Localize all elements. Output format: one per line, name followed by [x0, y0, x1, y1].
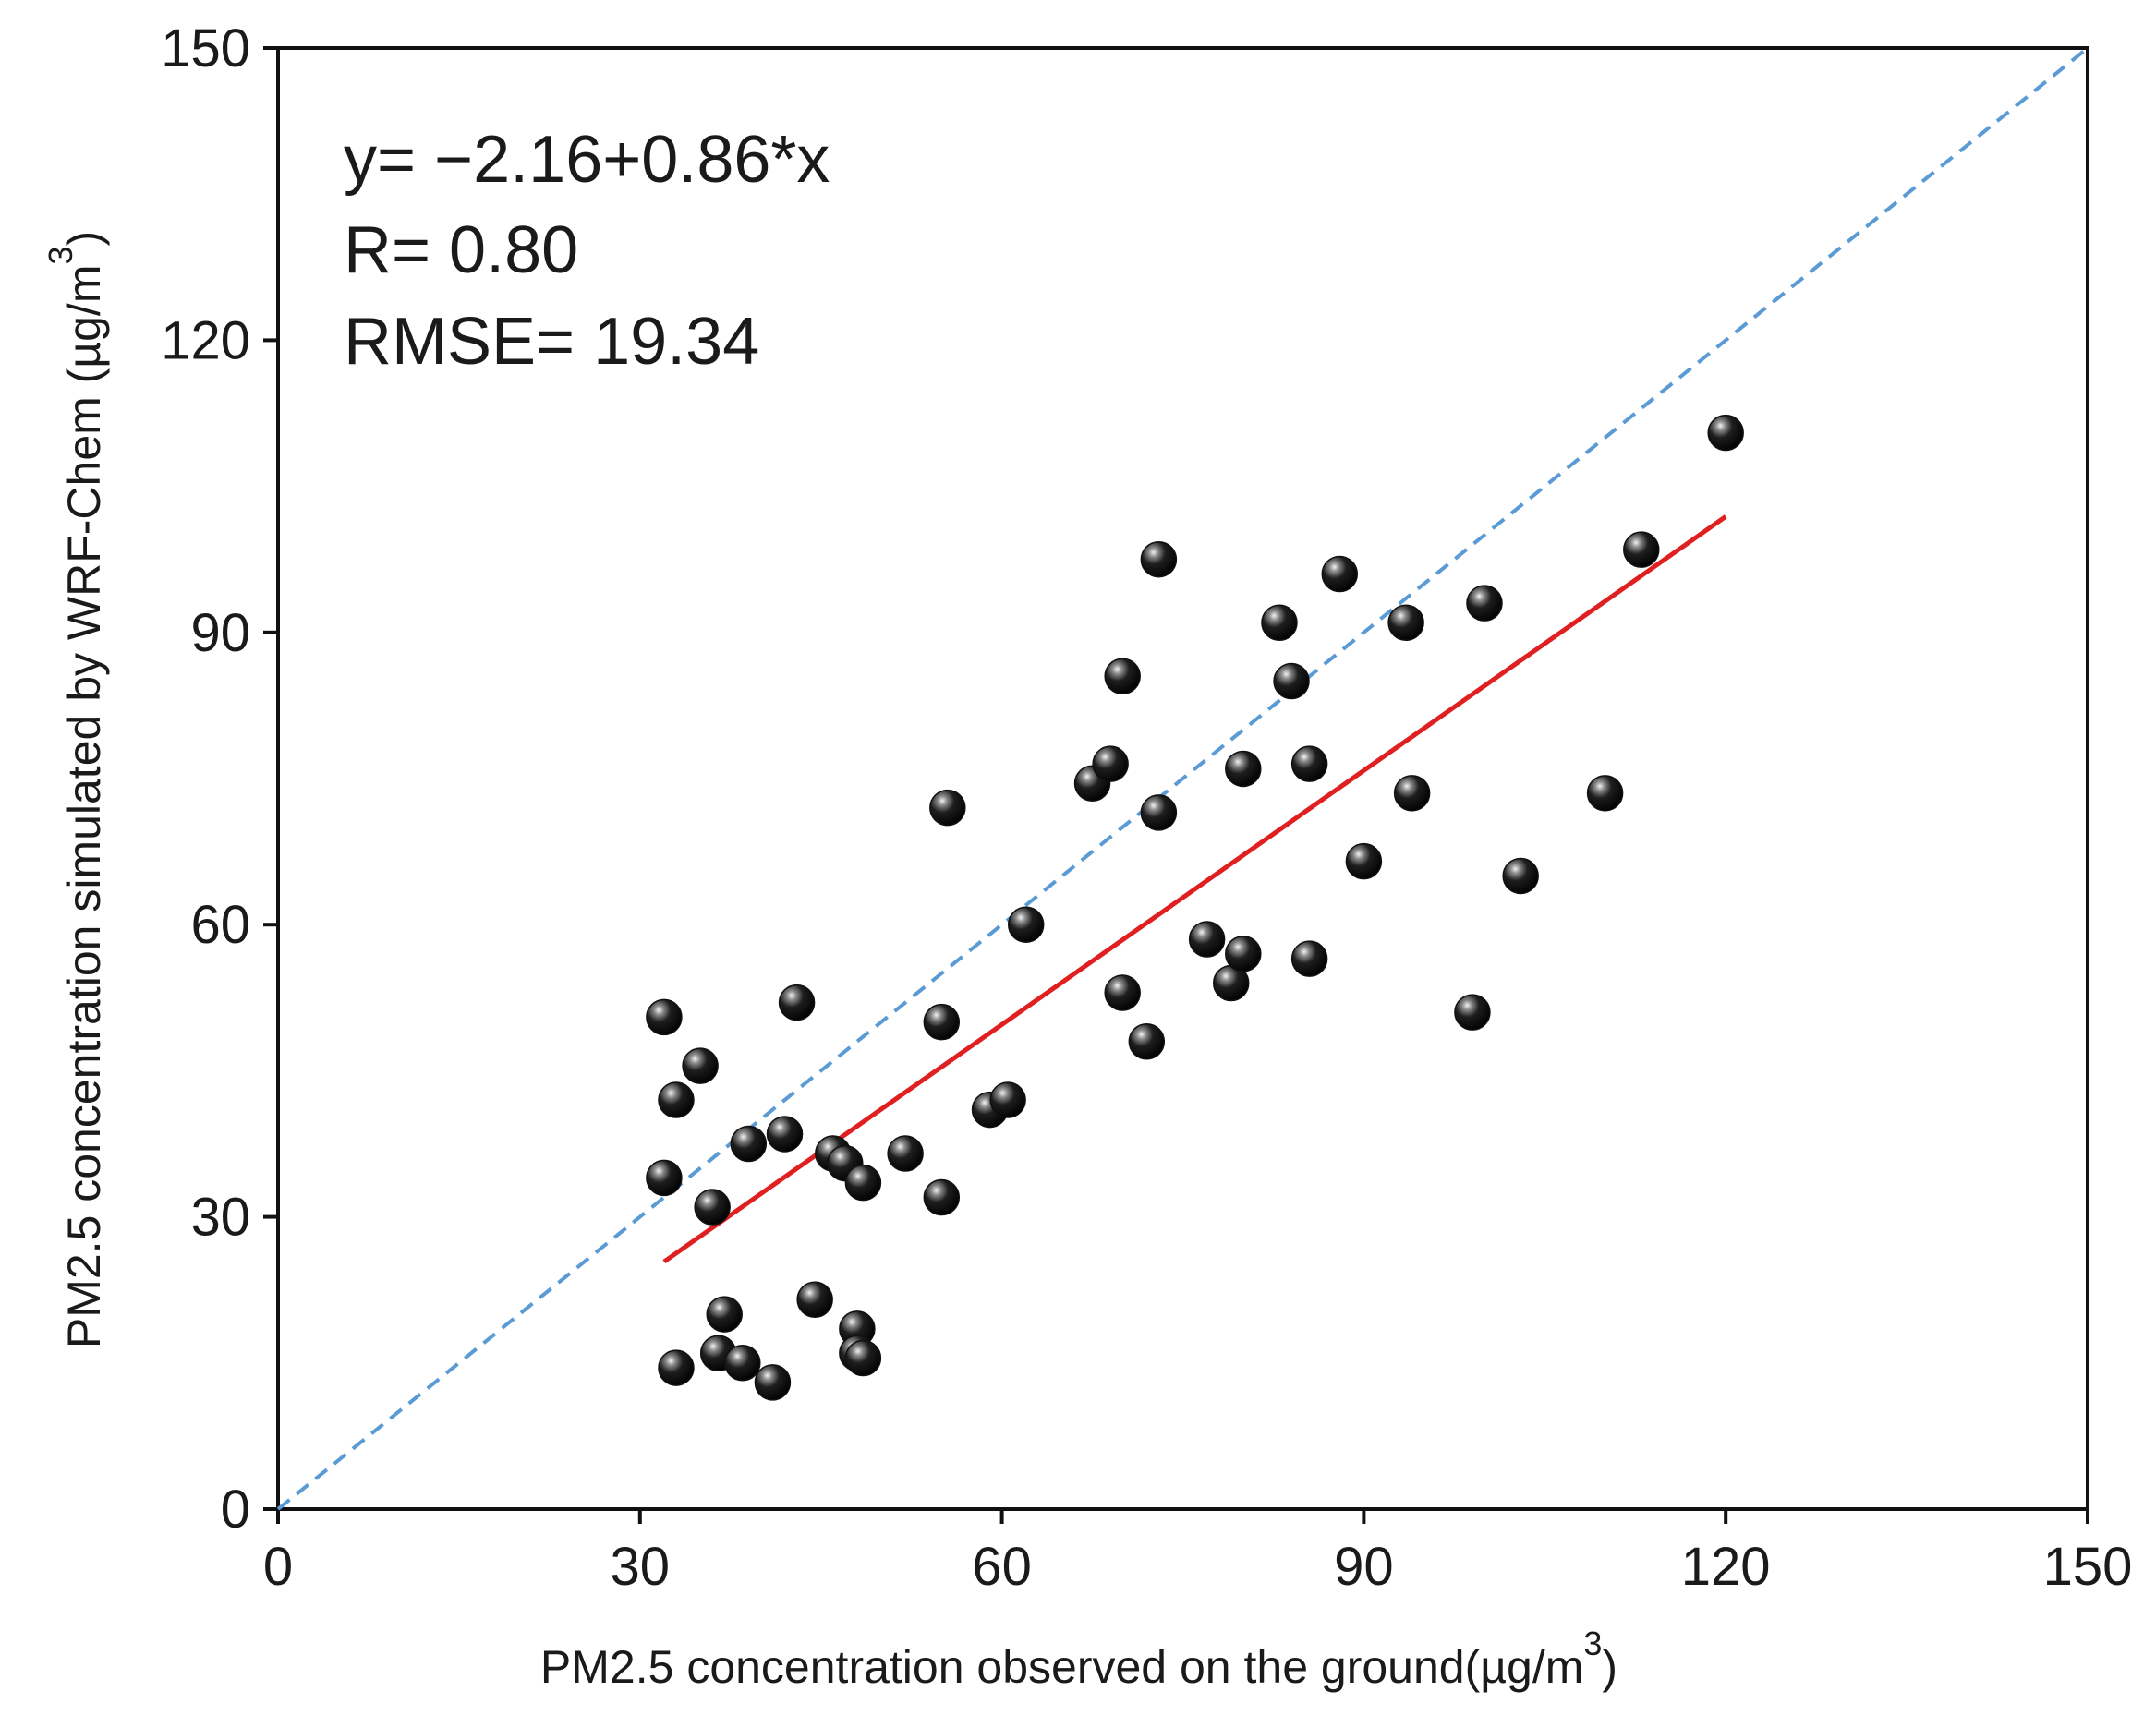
data-point [1707, 414, 1744, 452]
y-tick-label: 150 [161, 18, 250, 79]
x-axis-title-main: PM2.5 concentration observed on the grou… [540, 1641, 1583, 1693]
data-point [1188, 921, 1226, 958]
data-point [1092, 745, 1129, 782]
data-point [1225, 936, 1262, 972]
axes: 0 30 60 90 120 150 0 30 60 90 120 150 [161, 18, 2132, 1597]
data-point [658, 1081, 695, 1118]
data-point [1623, 531, 1660, 568]
plot-frame [276, 46, 2089, 1511]
data-point [1586, 775, 1624, 812]
x-tick-label: 60 [972, 1537, 1032, 1597]
data-point [646, 998, 683, 1036]
data-point [754, 1364, 792, 1401]
y-tick-label: 0 [221, 1479, 250, 1540]
data-point [1007, 906, 1045, 943]
data-point [844, 1164, 882, 1202]
data-point [1290, 745, 1328, 782]
data-point [1345, 842, 1383, 880]
y-tick-label: 60 [190, 895, 250, 955]
data-point [1387, 604, 1424, 642]
y-tick-label: 120 [161, 310, 250, 370]
y-tick-label: 90 [190, 603, 250, 663]
rmse-value: RMSE= 19.34 [344, 305, 759, 379]
correlation-r: R= 0.80 [344, 213, 578, 287]
data-point [658, 1349, 695, 1386]
data-point [766, 1116, 804, 1153]
data-point [1273, 662, 1310, 700]
one-to-one-line [276, 46, 2089, 1511]
x-tick-label: 30 [611, 1537, 671, 1597]
data-point [1321, 555, 1359, 593]
data-point [923, 1178, 961, 1216]
data-point [929, 789, 966, 827]
y-axis-title-suffix: ) [58, 231, 110, 247]
y-axis-title: PM2.5 concentration simulated by WRF-Che… [42, 231, 110, 1348]
data-point [989, 1081, 1026, 1118]
data-point [730, 1125, 768, 1163]
data-point [1454, 994, 1491, 1031]
data-point [844, 1339, 882, 1377]
data-point [1261, 604, 1298, 642]
data-point [1393, 775, 1431, 812]
data-point [682, 1047, 719, 1084]
data-point [887, 1135, 924, 1172]
data-point [778, 984, 816, 1021]
data-point [1140, 540, 1178, 578]
data-point [1225, 750, 1262, 788]
y-axis-title-superscript: 3 [42, 246, 79, 264]
y-tick-label: 30 [190, 1188, 250, 1248]
data-point [706, 1296, 743, 1333]
data-point [1290, 940, 1328, 977]
data-point [923, 1003, 961, 1041]
data-point [646, 1159, 683, 1197]
data-point [694, 1189, 731, 1226]
x-tick-label: 0 [263, 1537, 293, 1597]
data-point [1140, 794, 1178, 831]
x-tick-label: 150 [2043, 1537, 2133, 1597]
data-point [724, 1345, 761, 1382]
x-axis-title: PM2.5 concentration observed on the grou… [540, 1624, 1617, 1693]
data-points [646, 414, 1744, 1401]
x-axis-title-superscript: 3 [1583, 1624, 1602, 1662]
x-axis-title-suffix: ) [1602, 1641, 1617, 1693]
y-axis-title-main: PM2.5 concentration simulated by WRF-Che… [58, 265, 110, 1349]
x-tick-label: 90 [1334, 1537, 1394, 1597]
data-point [1466, 585, 1503, 622]
data-point [1128, 1023, 1166, 1060]
data-point [1104, 658, 1141, 695]
regression-equation: y= −2.16+0.86*x [344, 123, 830, 197]
data-point [1502, 857, 1539, 895]
x-tick-label: 120 [1681, 1537, 1771, 1597]
data-point [796, 1281, 833, 1318]
data-point [1104, 974, 1141, 1011]
